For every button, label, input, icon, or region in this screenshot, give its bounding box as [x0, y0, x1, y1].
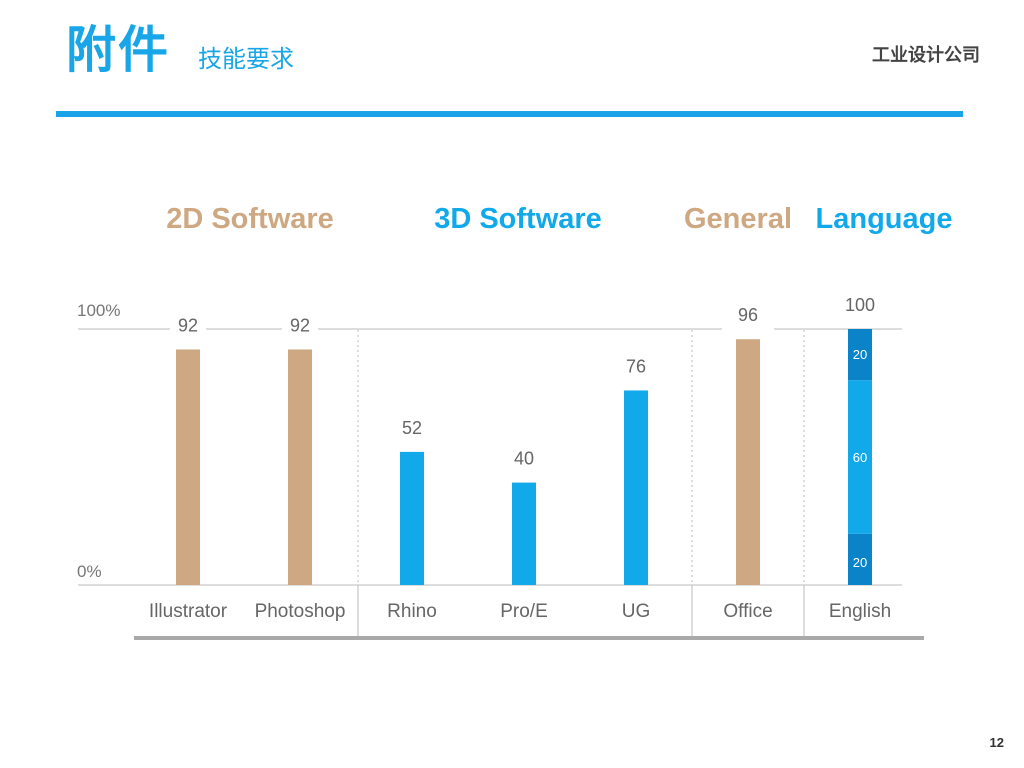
value-label-rhino: 52 [402, 418, 422, 438]
chart-base-bar [134, 636, 924, 640]
value-label-english: 100 [845, 295, 875, 315]
y-tick-label-bottom: 0% [77, 562, 102, 581]
group-label-2d-software: 2D Software [166, 203, 334, 235]
company-name: 工业设计公司 [872, 45, 980, 66]
group-label-general: General [684, 203, 792, 235]
value-label-photoshop: 92 [290, 315, 310, 335]
page-number: 12 [989, 735, 1004, 750]
group-label-3d-software: 3D Software [434, 203, 602, 235]
value-label-office: 96 [738, 305, 758, 325]
group-label-language: Language [816, 203, 953, 235]
category-label-photoshop: Photoshop [255, 601, 346, 622]
header-divider [56, 111, 963, 117]
bar-english-segment-3 [848, 329, 872, 381]
bar-english-segment-2 [848, 380, 872, 534]
stack-label-english-2: 60 [853, 450, 867, 465]
category-label-pro-e: Pro/E [500, 601, 548, 622]
stack-label-english-1: 20 [853, 555, 867, 570]
bar-english-segment-1 [848, 533, 872, 585]
category-label-office: Office [723, 601, 772, 622]
bar-illustrator [176, 349, 200, 585]
page-title: 附件 [66, 21, 170, 79]
bar-office [736, 339, 760, 585]
bar-pro-e [512, 482, 536, 585]
page-subtitle: 技能要求 [198, 45, 294, 73]
value-label-ug: 76 [626, 356, 646, 376]
category-label-rhino: Rhino [387, 601, 437, 622]
value-label-illustrator: 92 [178, 315, 198, 335]
bar-ug [624, 390, 648, 585]
bar-rhino [400, 451, 424, 585]
bar-photoshop [288, 349, 312, 585]
category-label-illustrator: Illustrator [149, 601, 228, 622]
category-label-english: English [829, 601, 891, 622]
stack-label-english-3: 20 [853, 347, 867, 362]
y-tick-label-top: 100% [77, 301, 120, 320]
value-label-pro-e: 40 [514, 449, 534, 469]
category-label-ug: UG [622, 601, 651, 622]
